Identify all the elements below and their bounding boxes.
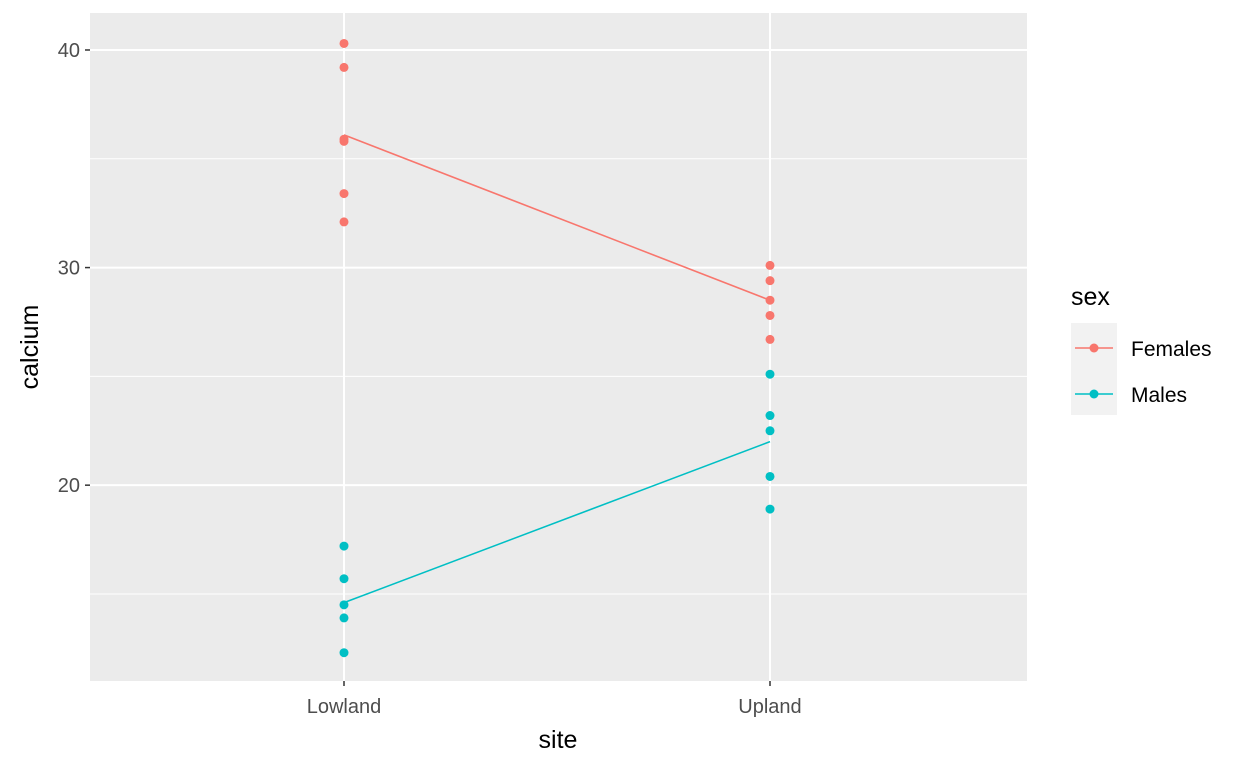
- data-point-females: [339, 62, 349, 72]
- data-point-females: [339, 189, 349, 199]
- data-point-males: [765, 411, 775, 421]
- data-point-males: [765, 471, 775, 481]
- minor-gridlines: [90, 158, 1027, 595]
- data-points: [339, 38, 775, 658]
- legend-label: Males: [1131, 384, 1187, 407]
- legend-title: sex: [1071, 283, 1110, 311]
- major-gridlines: [90, 13, 1027, 681]
- mean-lines: [343, 134, 771, 604]
- mean-line-males: [343, 440, 771, 604]
- data-point-females: [765, 295, 775, 305]
- data-point-males: [339, 541, 349, 551]
- data-point-females: [765, 260, 775, 270]
- data-point-females: [339, 38, 349, 48]
- x-axis-title: site: [539, 726, 578, 754]
- y-tick-label: 20: [58, 475, 80, 497]
- data-point-males: [765, 369, 775, 379]
- x-tick-label: Upland: [738, 696, 801, 718]
- x-axis: Lowland Upland: [307, 681, 802, 718]
- legend-key-point: [1089, 389, 1099, 399]
- plot-panel: [90, 13, 1027, 681]
- data-point-females: [765, 276, 775, 286]
- legend-items: Females Males: [1075, 338, 1212, 407]
- legend-label: Females: [1131, 338, 1212, 361]
- data-point-males: [765, 504, 775, 514]
- data-point-males: [339, 613, 349, 623]
- data-point-females: [765, 310, 775, 320]
- mean-line-females: [343, 134, 771, 301]
- y-axis-title: calcium: [16, 305, 44, 390]
- legend-key-background: [1071, 323, 1117, 415]
- y-axis: 20 30 40: [58, 40, 90, 497]
- data-point-males: [339, 600, 349, 610]
- data-point-females: [765, 334, 775, 344]
- legend: sex Females Males: [1071, 283, 1212, 415]
- data-point-males: [339, 648, 349, 658]
- data-point-females: [339, 136, 349, 146]
- data-point-males: [765, 426, 775, 436]
- y-tick-label: 40: [58, 40, 80, 62]
- data-point-males: [339, 574, 349, 584]
- legend-key-point: [1089, 343, 1099, 353]
- data-point-females: [339, 217, 349, 227]
- x-tick-label: Lowland: [307, 696, 382, 718]
- y-tick-label: 30: [58, 258, 80, 280]
